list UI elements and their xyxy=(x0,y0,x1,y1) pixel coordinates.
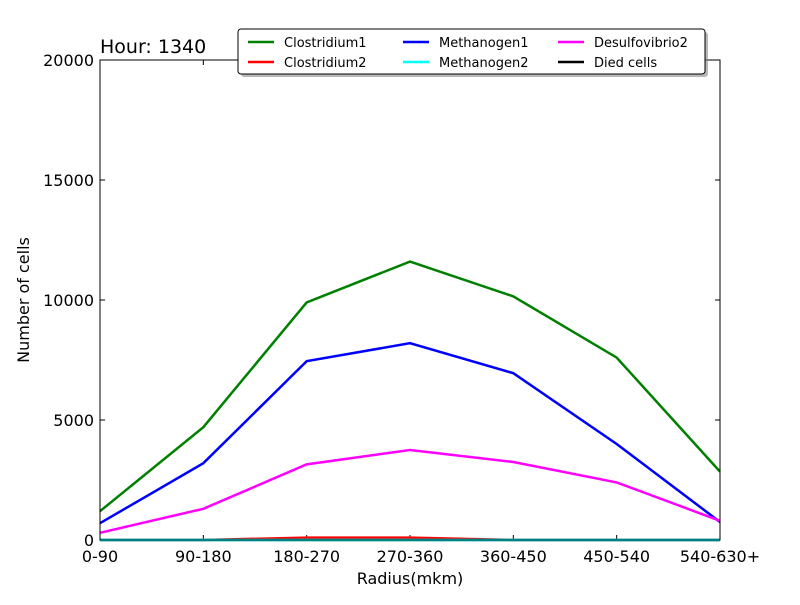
legend-label-clostridium1: Clostridium1 xyxy=(284,36,367,51)
y-axis-label: Number of cells xyxy=(14,237,33,363)
x-axis-label: Radius(mkm) xyxy=(357,569,464,588)
axes-layer: 0 5000 10000 15000 20000 0-90 90-180 180-270 270… xyxy=(43,51,760,566)
series-line-methanogen1 xyxy=(99,341,721,525)
y-tick-label: 5000 xyxy=(53,411,94,430)
x-tick-label: 450-540 xyxy=(583,547,650,566)
legend-label-methanogen2: Methanogen2 xyxy=(439,56,528,71)
y-tick-label: 15000 xyxy=(43,171,94,190)
legend-label-died-cells: Died cells xyxy=(594,56,657,71)
x-tick-label: 180-270 xyxy=(273,547,340,566)
x-tick-label: 360-450 xyxy=(480,547,547,566)
series-line-clostridium1 xyxy=(99,260,721,513)
series-line-desulfovibrio2 xyxy=(99,448,721,535)
series-layer xyxy=(99,260,721,542)
y-tick-label: 0 xyxy=(84,531,94,550)
x-tick-label: 270-360 xyxy=(377,547,444,566)
legend-box xyxy=(237,28,706,75)
legend-label-desulfovibrio2: Desulfovibrio2 xyxy=(594,36,688,51)
legend: Clostridium1 Clostridium2 Methanogen1 Metha… xyxy=(237,28,708,77)
x-tick-label: 90-180 xyxy=(175,547,232,566)
x-tick-label: 0-90 xyxy=(82,547,118,566)
y-tick-label: 20000 xyxy=(43,51,94,70)
legend-label-clostridium2: Clostridium2 xyxy=(284,56,367,71)
chart-title: Hour: 1340 xyxy=(100,36,206,58)
legend-label-methanogen1: Methanogen1 xyxy=(439,36,528,51)
x-tick-label: 540-630+ xyxy=(680,547,760,566)
y-tick-label: 10000 xyxy=(43,291,94,310)
